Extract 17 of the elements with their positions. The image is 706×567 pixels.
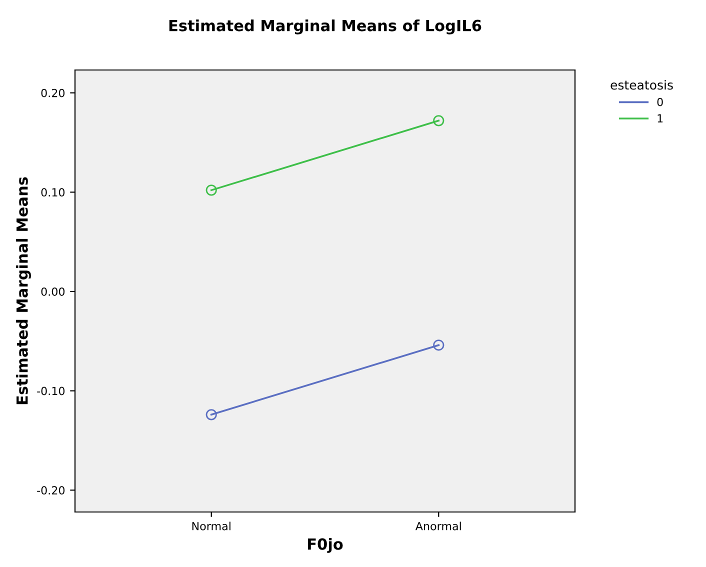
legend-title: esteatosis <box>610 80 673 90</box>
y-tick-label: -0.10 <box>37 386 65 396</box>
point <box>433 115 444 126</box>
x-tick-label: Normal <box>192 522 230 530</box>
y-tick-label: -0.20 <box>37 486 65 495</box>
legend-label: 0 <box>657 98 663 106</box>
x-axis-title: F0jo <box>308 538 343 553</box>
x-tick-label: Anormal <box>415 522 461 530</box>
legend-label: 1 <box>658 114 663 122</box>
point <box>433 340 444 351</box>
point <box>206 184 217 196</box>
chart-title: Estimated Marginal Means of LogIL6 <box>169 20 482 34</box>
point <box>206 409 217 420</box>
y-axis-title: Estimated Marginal Means <box>16 177 31 404</box>
y-tick-label: 0.10 <box>41 188 65 197</box>
y-tick-label: 0.00 <box>41 287 65 296</box>
y-tick-label: 0.20 <box>41 88 65 98</box>
